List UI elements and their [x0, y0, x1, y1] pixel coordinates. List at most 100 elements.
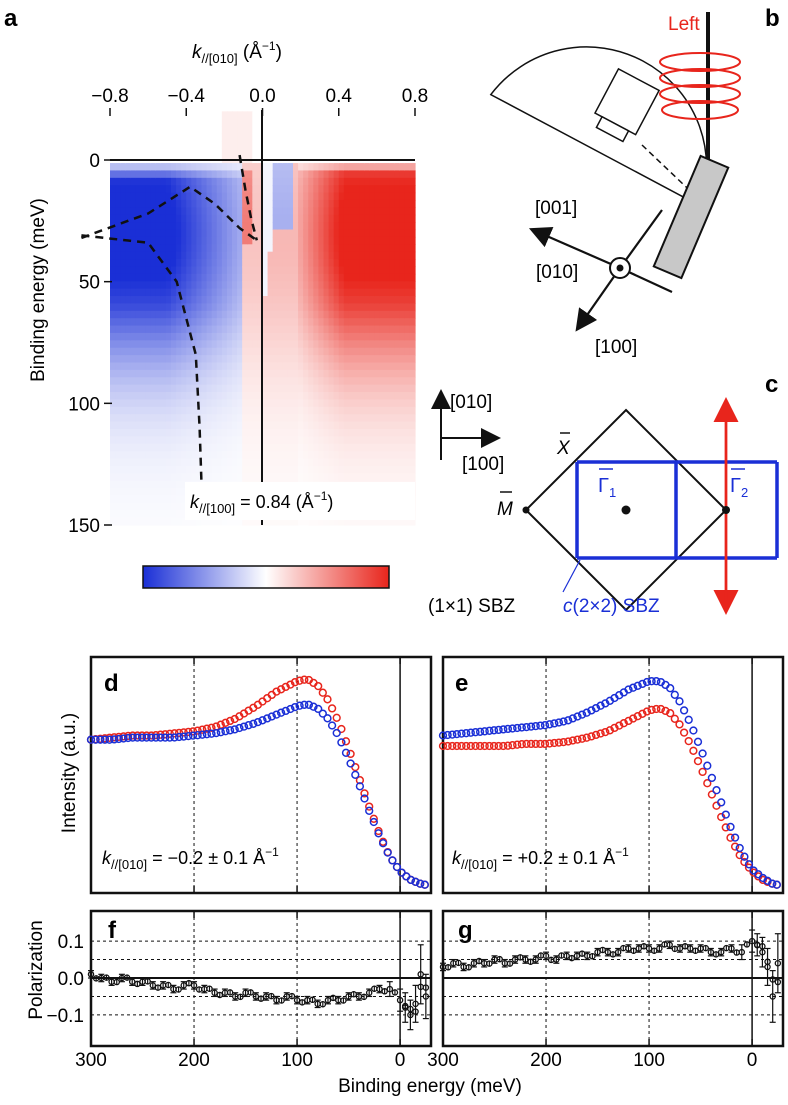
heatmap-cell: [242, 288, 248, 297]
heatmap-cell: [120, 273, 126, 282]
heatmap-cell: [262, 332, 269, 341]
heatmap-cell: [191, 111, 198, 120]
heatmap-cell: [277, 236, 284, 245]
heatmap-cell: [282, 377, 289, 386]
polarization-point: [252, 993, 260, 1000]
panel-a-annotation-bg: [185, 482, 415, 520]
heatmap-cell: [110, 148, 116, 157]
heatmap-cell: [201, 273, 208, 282]
heatmap-cell: [115, 281, 121, 290]
heatmap-cell: [237, 377, 243, 386]
heatmap-cell: [186, 170, 192, 179]
heatmap-cell: [348, 340, 355, 349]
heatmap-cell: [226, 266, 233, 275]
heatmap-cell: [140, 236, 147, 245]
heatmap-cell: [338, 148, 345, 157]
heatmap-cell: [389, 133, 396, 142]
heatmap-cell: [293, 214, 299, 223]
heatmap-cell: [369, 332, 375, 341]
heatmap-cell: [176, 377, 182, 386]
heatmap-cell: [110, 480, 116, 489]
spectrum-point: [360, 789, 369, 798]
heatmap-cell: [252, 458, 259, 467]
heatmap-cell: [135, 377, 142, 386]
heatmap-cell: [211, 273, 218, 282]
polarization-point: [365, 989, 373, 997]
heatmap-cell: [287, 148, 294, 157]
spectrum-point: [526, 739, 536, 749]
heatmap-cell: [150, 318, 157, 327]
spectrum-point: [438, 741, 448, 751]
heatmap-cell: [130, 458, 137, 467]
heatmap-cell: [379, 170, 386, 179]
heatmap-cell: [282, 170, 289, 179]
heatmap-cell: [364, 199, 370, 208]
heatmap-cell: [282, 236, 289, 245]
heatmap-cell: [323, 244, 330, 253]
polarization-point: [630, 947, 637, 954]
panel-c: [010] [100] X M Γ1 Γ2 (1×1) SBZ c(2×2) S…: [428, 389, 779, 617]
heatmap-cell: [160, 251, 167, 260]
heatmap-cell: [277, 443, 284, 452]
heatmap-cell: [308, 111, 314, 120]
heatmap-cell: [216, 266, 223, 275]
heatmap-cell: [298, 421, 304, 430]
heatmap-cell: [364, 414, 370, 423]
heatmap-cell: [409, 266, 416, 275]
heatmap-cell: [206, 244, 213, 253]
heatmap-cell: [404, 118, 411, 127]
spectrum-point: [281, 706, 290, 716]
heatmap-cell: [257, 392, 264, 401]
heatmap-cell: [186, 296, 192, 304]
heatmap-cell: [150, 480, 157, 489]
heatmap-cell: [216, 517, 223, 526]
heatmap-cell: [206, 140, 213, 149]
heatmap-cell: [379, 163, 386, 172]
heatmap-cell: [130, 399, 137, 408]
axis-100-back: [619, 209, 663, 269]
heatmap-cell: [369, 177, 375, 186]
spectrum-point: [276, 708, 286, 717]
heatmap-cell: [125, 436, 131, 445]
heatmap-cell: [181, 148, 187, 157]
heatmap-cell: [354, 222, 360, 231]
heatmap-cell: [140, 495, 147, 504]
heatmap-cell: [262, 473, 269, 482]
heatmap-cell: [181, 259, 187, 268]
heatmap-cell: [379, 192, 386, 201]
heatmap-cell: [196, 303, 203, 312]
heatmap-cell: [364, 399, 370, 408]
heatmap-cell: [257, 126, 264, 135]
heatmap-cell: [211, 443, 218, 452]
heatmap-cell: [308, 192, 314, 201]
heatmap-cell: [247, 163, 253, 172]
heatmap-cell: [165, 273, 172, 282]
heatmap-cell: [404, 436, 411, 445]
polarization-point: [522, 956, 529, 963]
heatmap-cell: [379, 214, 386, 223]
heatmap-cell: [135, 111, 142, 120]
heatmap-cell: [221, 185, 228, 194]
heatmap-cell: [160, 170, 167, 179]
heatmap-cell: [186, 133, 192, 142]
heatmap-cell: [145, 207, 152, 216]
heatmap-cell: [298, 355, 304, 364]
heatmap-cell: [201, 251, 208, 260]
heatmap-cell: [328, 310, 335, 319]
heatmap-cell: [399, 355, 406, 364]
heatmap-cell: [364, 222, 370, 231]
heatmap-cell: [186, 148, 192, 157]
heatmap-cell: [389, 436, 396, 445]
heatmap-cell: [237, 458, 243, 467]
heatmap-cell: [221, 428, 228, 437]
heatmap-cell: [110, 281, 116, 290]
heatmap-cell: [160, 118, 167, 127]
heatmap-cell: [211, 236, 218, 245]
heatmap-cell: [135, 369, 142, 378]
heatmap-cell: [176, 177, 182, 186]
heatmap-cell: [323, 259, 330, 268]
heatmap-cell: [328, 133, 335, 142]
heatmap-cell: [176, 414, 182, 423]
heatmap-cell: [165, 303, 172, 312]
